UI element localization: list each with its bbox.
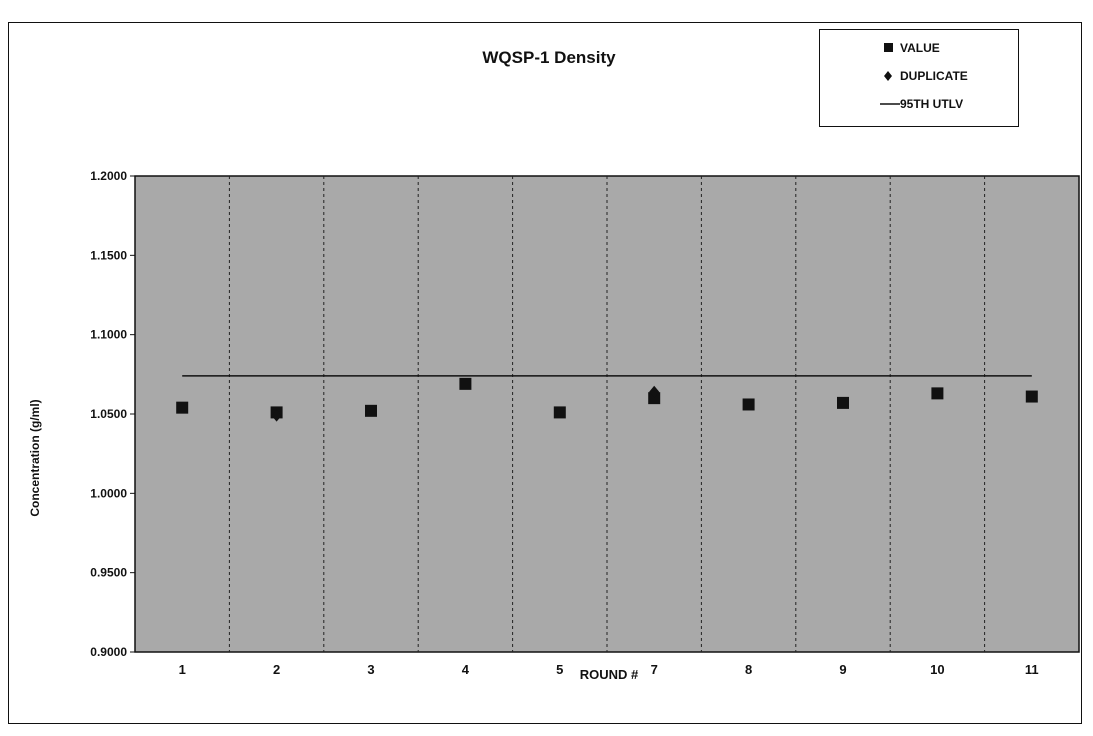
x-tick-label: 11 [1025, 662, 1039, 677]
line-marker-icon [880, 103, 900, 105]
y-tick-label: 1.0000 [90, 486, 127, 500]
value-point [459, 377, 472, 390]
x-tick-label: 5 [556, 662, 563, 677]
chart-title: WQSP-1 Density [482, 48, 616, 67]
square-marker-icon [884, 43, 893, 52]
x-tick-label: 9 [839, 662, 846, 677]
duplicate-point [649, 385, 660, 398]
y-tick-label: 1.2000 [90, 169, 127, 183]
diamond-marker-icon [884, 71, 892, 81]
value-point [742, 398, 755, 411]
y-tick-label: 1.1500 [90, 248, 127, 262]
y-axis-label: Concentration (g/ml) [28, 399, 42, 516]
y-tick-label: 0.9000 [90, 645, 127, 659]
legend-item-utlv: 95TH UTLV [820, 94, 1018, 114]
legend-label-duplicate: DUPLICATE [900, 69, 968, 83]
legend-label-value: VALUE [900, 41, 940, 55]
legend-item-duplicate: DUPLICATE [820, 66, 1018, 86]
value-point [365, 404, 377, 417]
legend-item-value: VALUE [820, 38, 1018, 58]
value-point [1025, 390, 1038, 403]
x-tick-label: 2 [273, 662, 280, 677]
value-point [931, 387, 944, 400]
x-tick-label: 10 [930, 662, 944, 677]
x-tick-label: 3 [367, 662, 374, 677]
legend: VALUE DUPLICATE 95TH UTLV [819, 29, 1019, 127]
duplicate-point [271, 409, 282, 422]
value-point [553, 406, 566, 419]
x-tick-label: 8 [745, 662, 752, 677]
x-tick-label: 7 [651, 662, 658, 677]
y-tick-label: 1.1000 [90, 328, 127, 342]
x-axis-label: ROUND # [580, 667, 639, 682]
legend-label-utlv: 95TH UTLV [900, 97, 964, 111]
x-tick-label: 1 [179, 662, 186, 677]
density-chart: 0.9000 0.9500 1.0000 1.0500 1.1000 1.1500 1.20… [28, 48, 1080, 682]
y-tick-label: 0.9500 [90, 566, 127, 580]
value-point [176, 401, 189, 414]
x-tick-label: 4 [462, 662, 470, 677]
chart-frame: 0.9000 0.9500 1.0000 1.0500 1.1000 1.1500 1.20… [8, 22, 1082, 724]
value-point [837, 396, 849, 409]
value-point [648, 392, 661, 405]
y-tick-label: 1.0500 [90, 407, 127, 421]
